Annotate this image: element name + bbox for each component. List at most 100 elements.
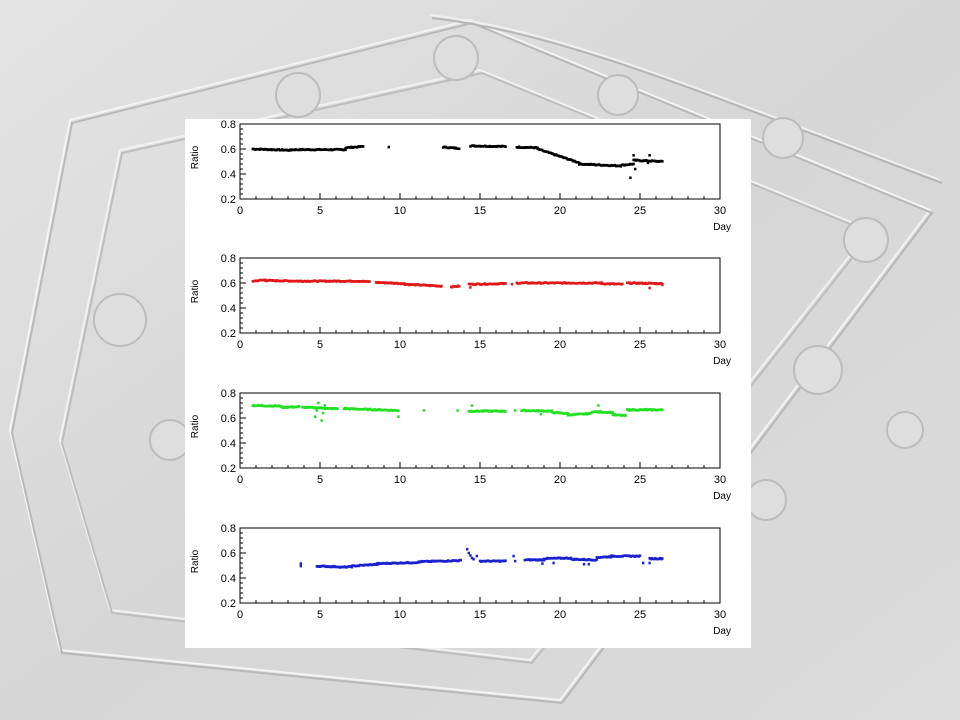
data-point — [265, 404, 268, 408]
data-point — [389, 562, 392, 565]
data-point — [560, 556, 564, 560]
data-point — [514, 559, 517, 563]
data-point — [288, 405, 291, 409]
y-tick-label: 0.4 — [221, 169, 236, 181]
data-point — [376, 563, 379, 566]
x-tick-label: 30 — [714, 474, 726, 486]
data-point — [469, 286, 472, 289]
data-point — [638, 554, 642, 557]
data-point — [569, 158, 573, 161]
data-point — [377, 280, 380, 284]
x-tick-label: 15 — [474, 339, 486, 351]
y-tick-label: 0.4 — [221, 303, 236, 315]
data-point — [551, 411, 555, 414]
data-point — [293, 280, 297, 283]
data-point — [257, 279, 260, 282]
series-markers — [251, 144, 664, 180]
data-point — [479, 145, 482, 148]
data-point — [648, 561, 651, 565]
data-point — [331, 148, 335, 152]
data-point — [658, 282, 662, 285]
data-point — [371, 408, 374, 412]
data-point — [367, 564, 370, 567]
data-point — [469, 409, 473, 413]
y-tick-label: 0.2 — [221, 598, 236, 610]
data-point — [377, 408, 381, 411]
x-tick-label: 10 — [394, 609, 406, 621]
data-point — [351, 280, 354, 283]
data-point — [415, 283, 418, 286]
x-tick-label: 0 — [237, 474, 243, 486]
data-point — [337, 279, 340, 283]
x-axis-title: Day — [713, 491, 731, 502]
data-point — [332, 407, 336, 410]
data-point — [650, 159, 654, 162]
y-axis-title: Ratio — [190, 145, 201, 169]
data-point — [458, 558, 461, 562]
x-tick-label: 25 — [634, 609, 646, 621]
y-axis-title: Ratio — [190, 549, 201, 573]
data-point — [533, 281, 537, 285]
data-point — [481, 283, 484, 286]
data-point — [628, 162, 632, 166]
data-point — [352, 146, 355, 149]
data-point — [313, 279, 316, 282]
data-point — [456, 409, 459, 412]
y-tick-label: 0.6 — [221, 413, 236, 425]
y-tick-label: 0.2 — [221, 194, 236, 206]
data-point — [655, 160, 658, 163]
data-point — [642, 561, 645, 565]
data-point — [325, 148, 328, 151]
y-tick-label: 0.6 — [221, 144, 236, 156]
x-tick-label: 0 — [237, 339, 243, 351]
data-point — [580, 162, 583, 166]
data-point — [325, 407, 329, 410]
data-point — [285, 406, 288, 409]
data-point — [620, 414, 624, 417]
data-point — [477, 410, 481, 413]
y-tick-label: 0.2 — [221, 328, 236, 340]
y-tick-label: 0.8 — [221, 119, 236, 131]
data-point — [633, 281, 637, 284]
data-point — [607, 282, 610, 285]
data-point — [490, 559, 493, 563]
data-point — [368, 280, 371, 283]
data-point — [315, 409, 318, 412]
data-point — [263, 404, 266, 408]
data-point — [314, 415, 317, 418]
data-point — [390, 282, 394, 285]
data-point — [322, 279, 325, 283]
data-point — [351, 146, 354, 149]
data-point — [648, 286, 651, 290]
data-point — [648, 557, 651, 560]
embossed-components — [93, 35, 924, 521]
series-markers — [299, 547, 664, 569]
data-point — [253, 279, 257, 283]
x-tick-label: 20 — [554, 205, 566, 217]
data-point — [400, 282, 403, 286]
data-point — [359, 280, 362, 283]
data-point — [349, 146, 352, 149]
data-point — [646, 282, 649, 285]
data-point — [646, 161, 650, 165]
data-point — [621, 282, 624, 286]
data-point — [385, 561, 388, 565]
data-point — [540, 281, 544, 285]
data-point — [323, 404, 326, 407]
data-point — [422, 409, 426, 412]
data-point — [539, 412, 542, 416]
data-point — [600, 282, 603, 285]
data-point — [426, 284, 429, 287]
data-point — [406, 560, 409, 564]
data-point — [470, 404, 474, 407]
data-point — [552, 561, 555, 565]
data-point — [469, 283, 473, 286]
data-point — [559, 411, 563, 415]
data-point — [394, 409, 398, 412]
data-point — [590, 410, 594, 414]
data-point — [274, 404, 277, 408]
data-point — [582, 557, 586, 561]
data-point — [342, 148, 345, 152]
data-point — [536, 147, 539, 150]
x-tick-label: 10 — [394, 339, 406, 351]
